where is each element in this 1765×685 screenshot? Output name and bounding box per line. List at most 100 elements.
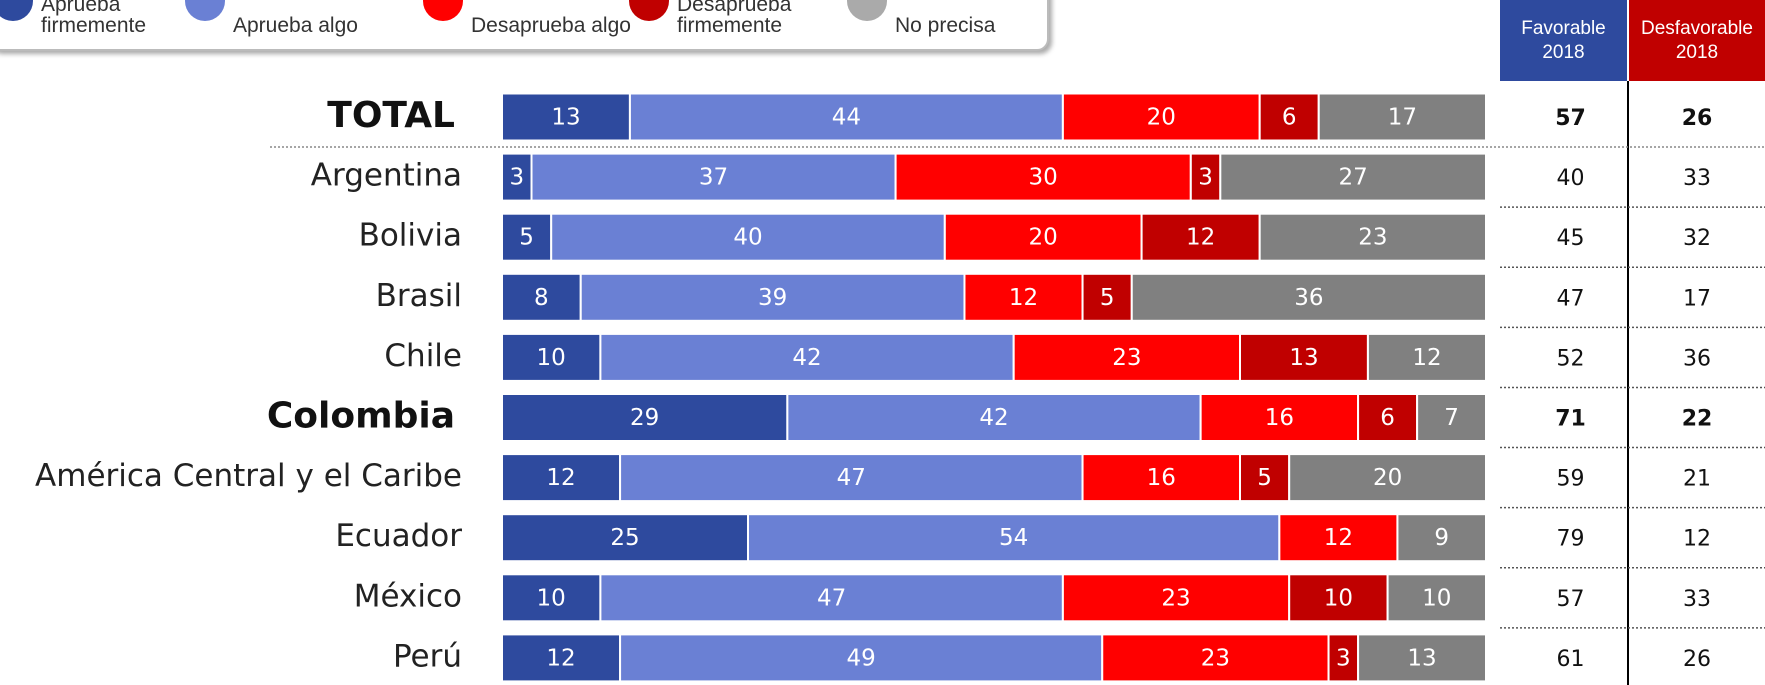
bar-segment bbox=[1288, 453, 1487, 503]
table-value: 61 bbox=[1557, 647, 1585, 672]
data-label: 10 bbox=[537, 345, 566, 371]
data-label: 17 bbox=[1388, 105, 1417, 131]
bar-segment bbox=[1101, 633, 1330, 683]
bar-segment bbox=[501, 393, 789, 442]
table-value: 79 bbox=[1557, 527, 1585, 552]
table-value: 52 bbox=[1557, 346, 1585, 371]
data-label: 23 bbox=[1112, 345, 1141, 371]
data-label: 5 bbox=[1257, 465, 1272, 491]
bar-segment bbox=[1396, 513, 1487, 563]
table-header: Desfavorable 2018 bbox=[1629, 0, 1765, 81]
table-value: 32 bbox=[1683, 226, 1711, 251]
data-label: 16 bbox=[1265, 405, 1294, 431]
bar-segment bbox=[501, 453, 622, 503]
bar-segment bbox=[1081, 453, 1242, 503]
data-label: 13 bbox=[1289, 345, 1318, 371]
data-label: 47 bbox=[817, 585, 846, 611]
data-label: 3 bbox=[509, 165, 524, 191]
data-label: 12 bbox=[1009, 285, 1038, 311]
data-label: 13 bbox=[1407, 645, 1436, 671]
data-label: 20 bbox=[1147, 105, 1176, 131]
bar-segment bbox=[786, 393, 1202, 442]
table-value: 26 bbox=[1682, 106, 1713, 131]
data-label: 27 bbox=[1339, 165, 1368, 191]
data-label: 3 bbox=[1198, 165, 1213, 191]
table-value: 12 bbox=[1683, 527, 1711, 552]
bar-segment bbox=[501, 633, 622, 683]
bar-segment bbox=[619, 633, 1104, 683]
category-label: Perú bbox=[393, 638, 462, 674]
data-label: 47 bbox=[837, 465, 866, 491]
data-label: 6 bbox=[1282, 105, 1297, 131]
data-label: 10 bbox=[537, 585, 566, 611]
legend-label: Aprueba algo bbox=[233, 14, 358, 37]
bar-segment bbox=[1130, 272, 1487, 322]
table-value: 33 bbox=[1683, 166, 1711, 191]
data-label: 6 bbox=[1380, 405, 1395, 431]
table-value: 57 bbox=[1557, 587, 1585, 612]
legend-marker bbox=[0, 0, 33, 21]
table-value: 33 bbox=[1683, 587, 1711, 612]
legend-marker bbox=[423, 0, 463, 21]
data-label: 12 bbox=[546, 645, 575, 671]
bar-segment bbox=[501, 92, 631, 142]
bar-segment bbox=[1239, 453, 1291, 503]
category-label: Chile bbox=[384, 338, 462, 374]
data-label: 30 bbox=[1029, 165, 1058, 191]
data-label: 40 bbox=[733, 225, 762, 251]
table-value: 22 bbox=[1682, 407, 1713, 432]
table-value: 71 bbox=[1555, 407, 1586, 432]
data-label: 3 bbox=[1336, 645, 1351, 671]
bar-segment bbox=[599, 332, 1015, 382]
data-label: 36 bbox=[1294, 285, 1323, 311]
bar-segment bbox=[1357, 393, 1419, 442]
table-value: 26 bbox=[1683, 647, 1711, 672]
bar-segment bbox=[1317, 92, 1487, 142]
category-label: Colombia bbox=[267, 396, 455, 437]
data-label: 49 bbox=[847, 645, 876, 671]
data-label: 5 bbox=[519, 225, 534, 251]
table-header: Favorable 2018 bbox=[1500, 0, 1627, 81]
bar-segment bbox=[1258, 212, 1488, 262]
table-value: 21 bbox=[1683, 467, 1711, 492]
data-label: 20 bbox=[1373, 465, 1402, 491]
data-label: 12 bbox=[1324, 525, 1353, 551]
bar-segment bbox=[599, 573, 1064, 623]
table-value: 45 bbox=[1557, 226, 1585, 251]
data-label: 23 bbox=[1358, 225, 1387, 251]
bar-segment bbox=[1416, 393, 1487, 442]
data-label: 13 bbox=[551, 105, 580, 131]
bar-segment bbox=[1012, 332, 1241, 382]
bar-segment bbox=[1366, 332, 1488, 382]
legend-label: Aprueba firmemente bbox=[41, 0, 147, 37]
header-text: Favorable bbox=[1521, 17, 1606, 39]
legend: Aprueba firmemente Aprueba algo Desaprueba… bbox=[0, 0, 1049, 51]
bar-segment bbox=[550, 212, 946, 262]
data-label: 25 bbox=[610, 525, 639, 551]
table-value: 47 bbox=[1557, 286, 1585, 311]
table-value: 40 bbox=[1557, 166, 1585, 191]
data-label: 20 bbox=[1029, 225, 1058, 251]
category-label: Bolivia bbox=[359, 218, 462, 254]
bar-segment bbox=[1386, 573, 1487, 623]
data-label: 5 bbox=[1100, 285, 1115, 311]
category-label: México bbox=[354, 578, 462, 614]
bar-segment bbox=[943, 212, 1143, 262]
header-text: 2018 bbox=[1675, 41, 1719, 63]
legend-label: Desaprueba algo bbox=[471, 14, 631, 37]
category-label: América Central y el Caribe bbox=[35, 458, 462, 494]
data-label: 37 bbox=[699, 165, 728, 191]
table-value: 57 bbox=[1555, 106, 1586, 131]
bar-segment bbox=[619, 453, 1084, 503]
data-label: 42 bbox=[979, 405, 1008, 431]
legend-label: No precisa bbox=[895, 14, 996, 37]
data-label: 23 bbox=[1161, 585, 1190, 611]
bar-segment bbox=[1357, 633, 1487, 683]
data-label: 16 bbox=[1147, 465, 1176, 491]
table-value: 36 bbox=[1683, 346, 1711, 371]
bar-segment bbox=[530, 152, 897, 202]
data-label: 44 bbox=[832, 105, 861, 131]
data-label: 29 bbox=[630, 405, 659, 431]
